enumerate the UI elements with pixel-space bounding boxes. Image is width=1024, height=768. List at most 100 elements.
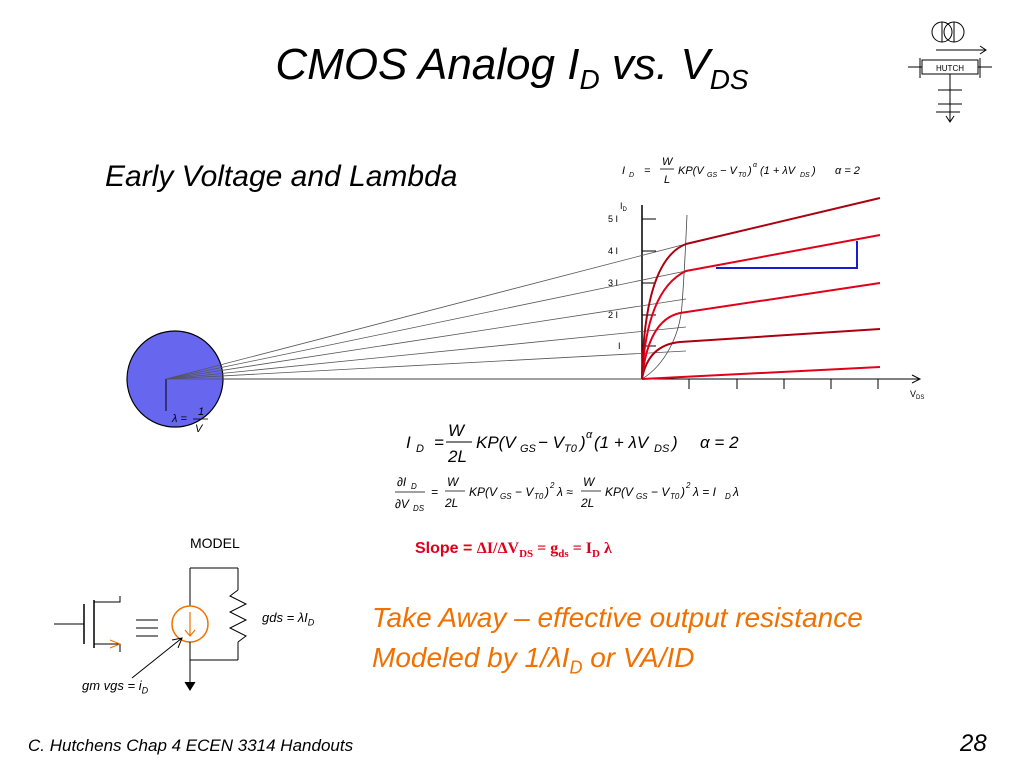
svg-text:KP(V: KP(V	[476, 433, 517, 452]
gds-label: gds = λID	[262, 610, 315, 628]
svg-text:α = 2: α = 2	[835, 165, 860, 177]
svg-text:=: =	[434, 433, 444, 452]
svg-text:): )	[810, 165, 816, 177]
svg-text:(1 + λV: (1 + λV	[760, 165, 797, 177]
svg-text:T0: T0	[738, 172, 746, 179]
svg-text:I: I	[622, 165, 625, 177]
x-axis-label: VDS	[910, 389, 924, 401]
svg-text:λ =: λ =	[171, 413, 187, 425]
hutch-logo: HUTCH	[908, 21, 992, 123]
svg-text:W: W	[447, 475, 460, 489]
takeaway-line-1: Take Away – effective output resistance	[372, 602, 863, 633]
title-mid: vs. V	[599, 40, 710, 89]
svg-text:D: D	[629, 172, 634, 179]
x-ticks	[688, 379, 879, 389]
id-curves	[641, 197, 881, 380]
svg-text:D: D	[416, 443, 424, 455]
svg-text:− V: − V	[515, 485, 534, 499]
svg-text:(1 + λV: (1 + λV	[594, 433, 650, 452]
curve-vgs-1	[641, 366, 881, 380]
lambda-equation: λ = 1 V	[171, 406, 208, 435]
gm-label: gm vgs = iD	[82, 678, 149, 696]
svg-text:GS: GS	[636, 492, 648, 501]
svg-text:KP(V: KP(V	[469, 485, 498, 499]
source-arrow	[109, 639, 122, 649]
extrapolation-lines	[165, 243, 687, 380]
gds-resistor	[228, 589, 248, 643]
subtitle: Early Voltage and Lambda	[105, 160, 458, 193]
title-main: CMOS Analog I	[275, 40, 580, 89]
svg-text:− V: − V	[538, 433, 566, 452]
svg-text:2: 2	[549, 481, 555, 490]
curve-vgs-5	[641, 197, 881, 380]
model-label: MODEL	[190, 535, 240, 551]
svg-text:): )	[670, 433, 678, 452]
curve-vgs-4	[641, 234, 881, 380]
svg-text:α: α	[753, 162, 758, 169]
svg-text:T0: T0	[564, 443, 578, 455]
svg-text:D: D	[411, 482, 417, 491]
svg-text:− V: − V	[651, 485, 670, 499]
svg-text:λ: λ	[732, 485, 739, 499]
equation-derivative: ∂I D ∂V DS = W 2L KP(V GS − V T0 ) 2 λ ≈ W 2L…	[395, 475, 739, 513]
takeaway-text: Take Away – effective output resistance …	[372, 598, 863, 688]
svg-text:): )	[746, 165, 752, 177]
curve-vgs-2	[641, 328, 881, 380]
gm-pointer	[131, 637, 183, 679]
svg-text:α: α	[586, 429, 593, 441]
y-tick-1: I	[618, 341, 621, 351]
y-tick-2: 2 I	[608, 310, 618, 320]
model-circuit	[54, 567, 248, 691]
svg-text:2L: 2L	[580, 496, 594, 510]
svg-text:): )	[679, 485, 685, 499]
svg-text:− V: − V	[720, 165, 738, 177]
slope-text: Slope = ΔI/ΔVDS = gds = ID λ	[415, 540, 612, 561]
footer: C. Hutchens Chap 4 ECEN 3314 Handouts	[28, 736, 354, 755]
title-sub-ds: DS	[709, 63, 749, 95]
svg-text:∂I: ∂I	[397, 475, 407, 489]
svg-text:DS: DS	[800, 172, 810, 179]
svg-text:2L: 2L	[447, 447, 467, 466]
svg-text:DS: DS	[413, 504, 425, 513]
svg-text:2: 2	[685, 481, 691, 490]
title-sub-d: D	[579, 63, 600, 95]
logo-text: HUTCH	[936, 64, 964, 73]
id-vds-graph: ID VDS 5 I 4 I 3 I 2 I I λ = 1 V	[126, 197, 924, 435]
y-tick-3: 3 I	[608, 278, 618, 288]
svg-text:T0: T0	[534, 492, 544, 501]
svg-text:GS: GS	[707, 172, 717, 179]
svg-text:DS: DS	[654, 443, 670, 455]
svg-text:GS: GS	[500, 492, 512, 501]
svg-text:λ = I: λ = I	[692, 485, 717, 499]
slide-title: CMOS Analog ID vs. VDS	[0, 40, 1024, 96]
svg-text:=: =	[431, 485, 438, 499]
svg-text:W: W	[448, 421, 466, 440]
svg-text:): )	[578, 433, 586, 452]
svg-text:∂V: ∂V	[395, 497, 410, 511]
svg-text:GS: GS	[520, 443, 537, 455]
takeaway-line-2: Modeled by 1/λID or VA/ID	[372, 642, 695, 678]
svg-text:KP(V: KP(V	[605, 485, 634, 499]
svg-text:I: I	[406, 433, 411, 452]
svg-text:1: 1	[198, 406, 204, 418]
svg-text:L: L	[664, 174, 670, 186]
svg-text:V: V	[195, 423, 204, 435]
svg-text:KP(V: KP(V	[678, 165, 705, 177]
svg-text:W: W	[662, 156, 674, 168]
page-number: 28	[960, 730, 987, 757]
y-tick-4: 4 I	[608, 246, 618, 256]
saturation-boundary	[641, 214, 688, 380]
svg-text:λ ≈: λ ≈	[556, 485, 573, 499]
svg-text:=: =	[644, 165, 651, 177]
svg-text:D: D	[725, 492, 731, 501]
y-axis-label: ID	[620, 201, 628, 213]
svg-text:T0: T0	[670, 492, 680, 501]
svg-text:2L: 2L	[444, 496, 458, 510]
x-axis-arrow	[911, 374, 922, 384]
y-tick-5: 5 I	[608, 214, 618, 224]
svg-text:α = 2: α = 2	[700, 433, 739, 452]
svg-text:): )	[543, 485, 549, 499]
slope-triangle	[716, 241, 858, 269]
